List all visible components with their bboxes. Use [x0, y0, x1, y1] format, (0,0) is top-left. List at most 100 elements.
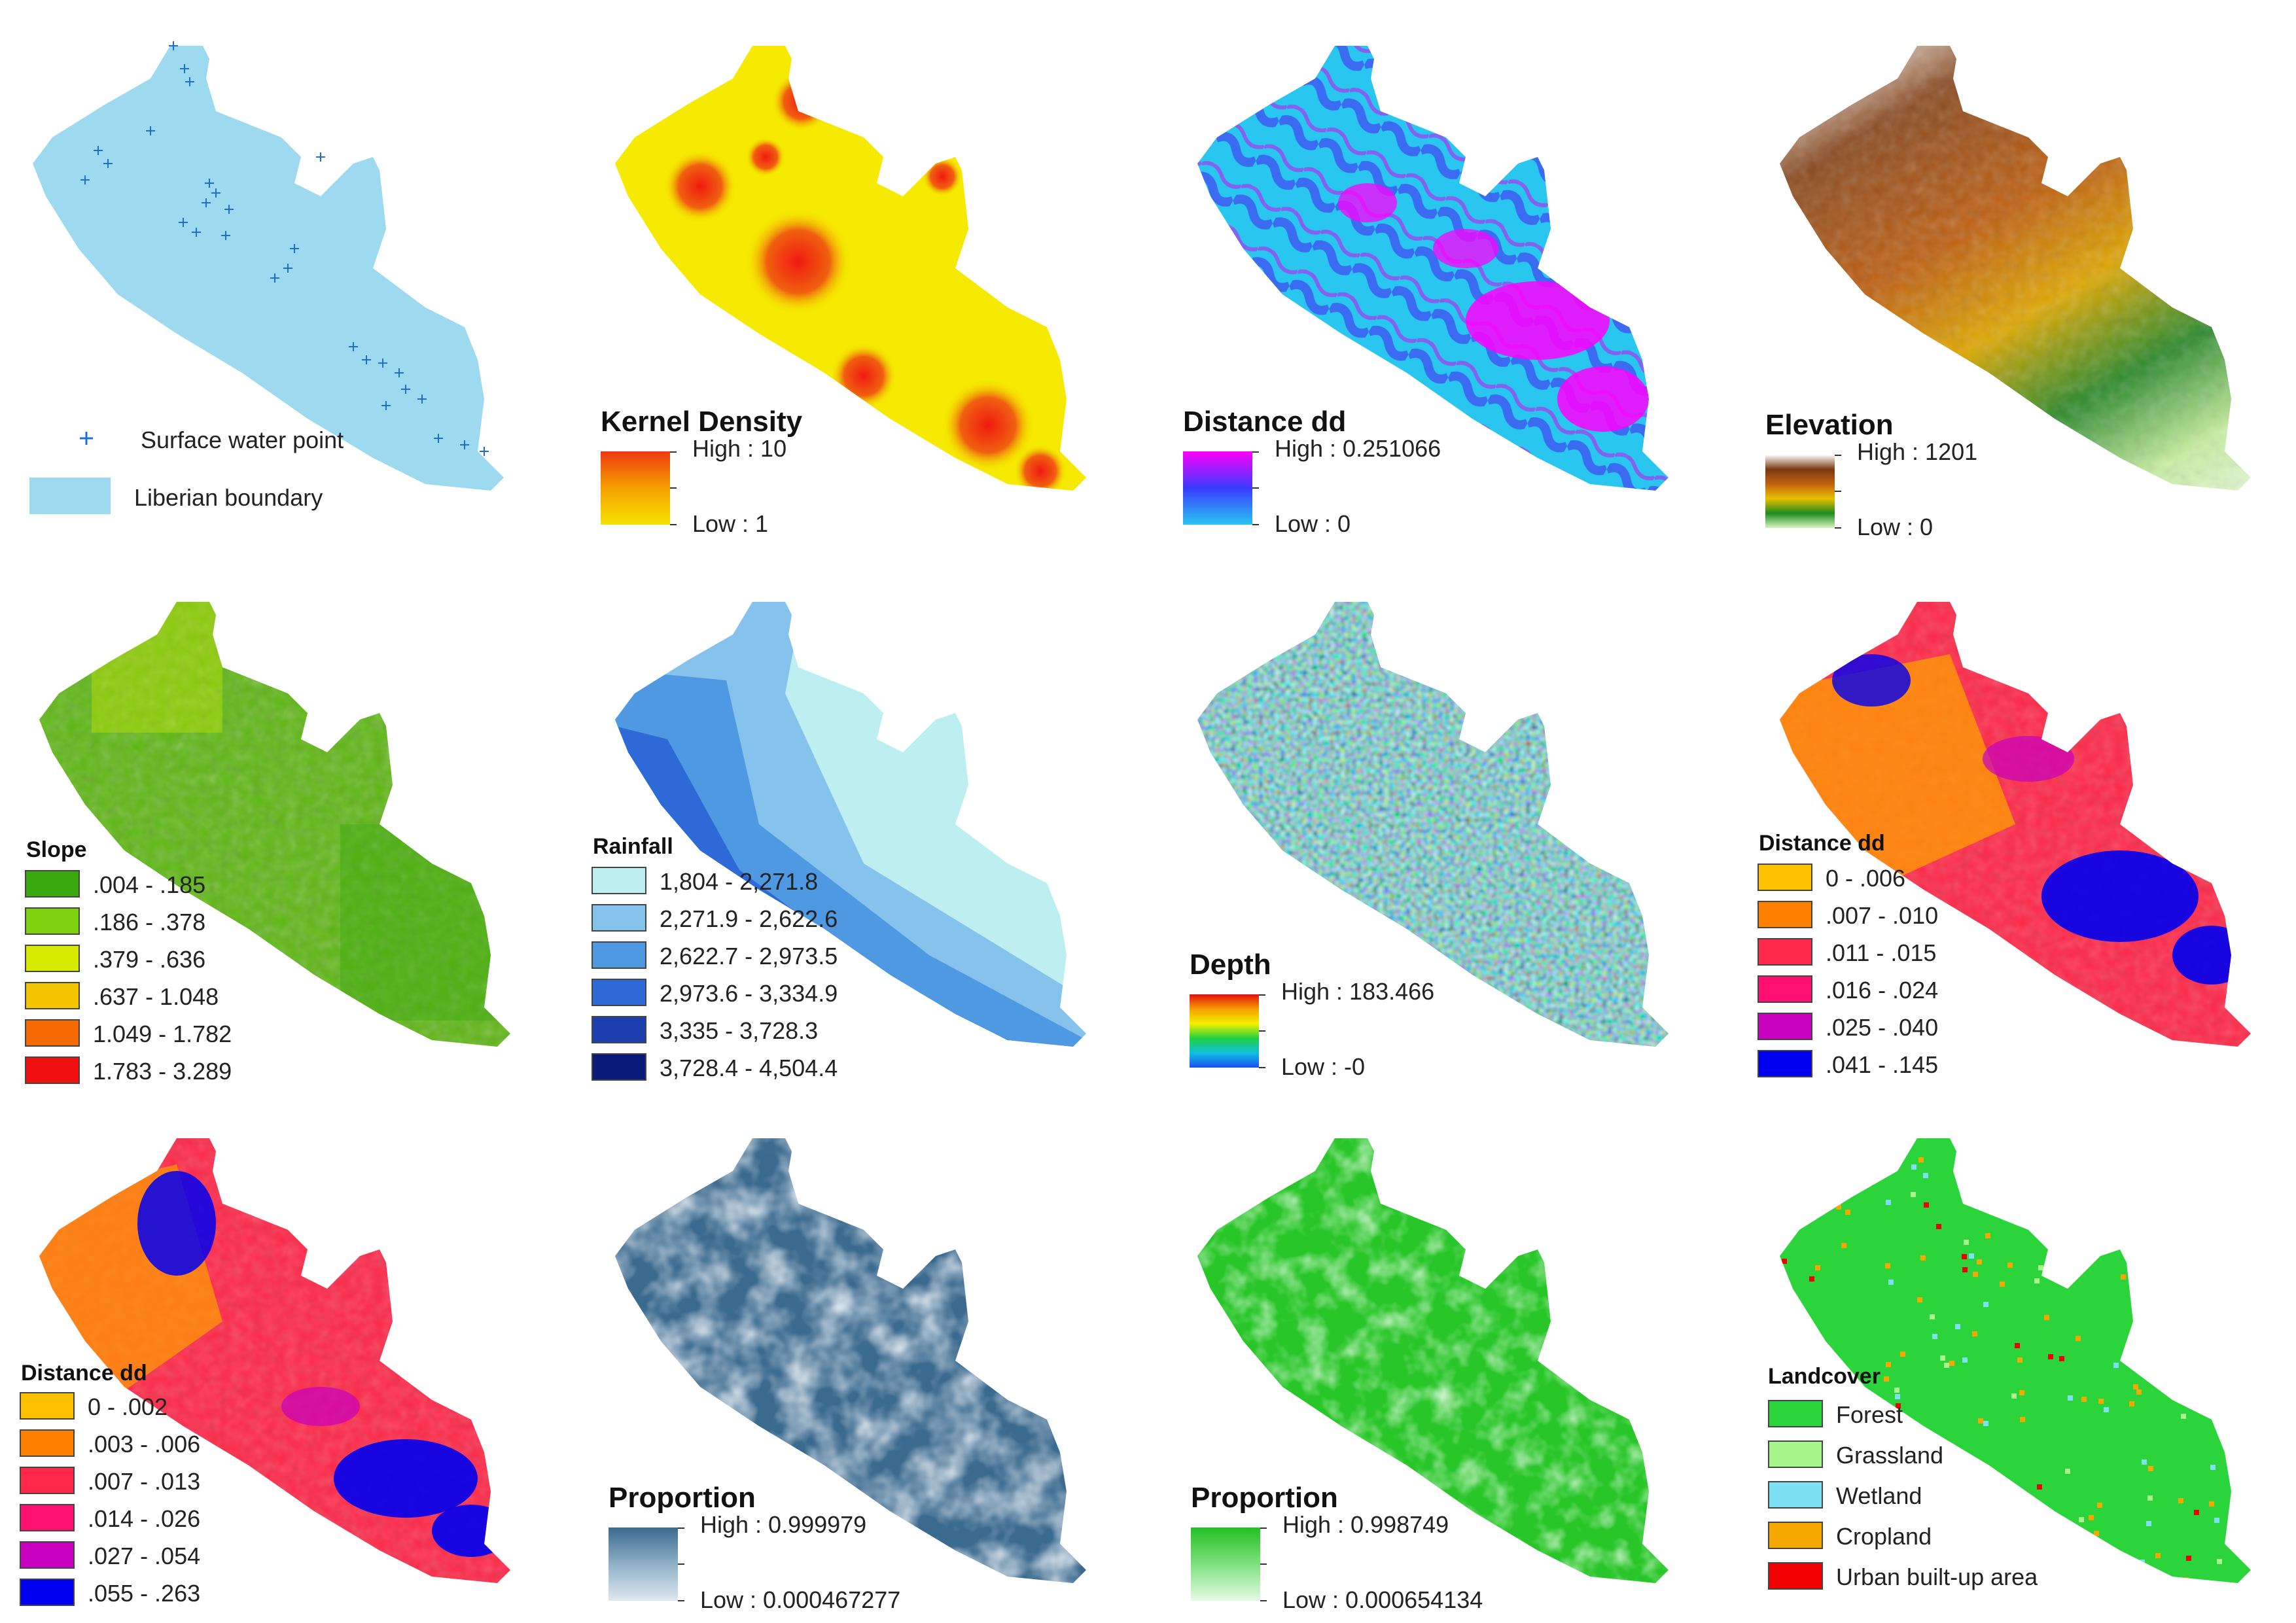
legend-swatch — [592, 1053, 646, 1081]
tick-mid — [1259, 1030, 1265, 1032]
legend-title-distance-continuous: Distance dd — [1183, 406, 1347, 438]
landcover-speck — [1848, 1147, 1854, 1153]
legend-class-row: Forest — [1768, 1400, 2161, 1433]
legend-item-surface-water-point: Surface water point — [33, 425, 425, 458]
legend-swatch — [20, 1392, 75, 1420]
legend-swatch — [1757, 864, 1812, 891]
landcover-speck — [2017, 1357, 2022, 1363]
legend-title-distance-classes-b: Distance dd — [21, 1361, 147, 1386]
landcover-speck — [1977, 1259, 1982, 1265]
landcover-speck — [1983, 1302, 1988, 1307]
map-surface-water — [33, 41, 504, 491]
legend-label-liberian-boundary: Liberian boundary — [134, 484, 323, 511]
legend-swatch — [25, 870, 80, 898]
map-rainfall — [615, 602, 1086, 1047]
landcover-speck — [2133, 1154, 2138, 1159]
legend-class-row: .027 - .054 — [20, 1541, 412, 1574]
landcover-speck — [2102, 1242, 2107, 1247]
legend-class-label: Cropland — [1836, 1523, 1932, 1550]
landcover-speck — [2075, 1336, 2081, 1341]
landcover-speck — [2153, 1213, 2159, 1219]
legend-class-row: .007 - .010 — [1757, 901, 2150, 934]
landcover-speck — [2174, 1162, 2180, 1167]
panel-rainfall: Rainfall 1,804 - 2,271.8 2,271.9 - 2,622.… — [589, 589, 1099, 1099]
panel-slope: Slope .004 - .185 .186 - .378 .379 - .636.… — [13, 589, 523, 1099]
legend-high-elevation: High : 1201 — [1857, 438, 1978, 465]
legend-swatch — [1757, 1013, 1812, 1040]
landcover-speck — [1872, 1151, 1877, 1157]
panel-distance-classes-a: Distance dd 0 - .006 .007 - .010 .011 - .0… — [1754, 589, 2277, 1099]
landcover-speck — [1917, 1297, 1922, 1302]
legend-class-label: Grassland — [1836, 1442, 1944, 1469]
landcover-speck — [2047, 1205, 2053, 1210]
legend-low-proportion-blue: Low : 0.000467277 — [700, 1586, 901, 1613]
legend-swatch — [20, 1541, 75, 1569]
landcover-speck — [2129, 1401, 2134, 1406]
landcover-speck — [1998, 1156, 2003, 1161]
landcover-speck — [2087, 1259, 2093, 1264]
landcover-speck — [2020, 1417, 2025, 1422]
legend-class-row: .379 - .636 — [25, 945, 417, 977]
panel-landcover: Landcover Forest Grassland Wetland Cropland… — [1754, 1125, 2277, 1622]
landcover-speck — [2019, 1390, 2024, 1395]
legend-class-label: .055 - .263 — [88, 1580, 201, 1607]
landcover-speck — [2097, 1503, 2102, 1508]
tick-high — [678, 1527, 684, 1529]
landcover-speck — [1845, 1555, 1850, 1560]
landcover-speck — [2147, 1495, 2153, 1501]
map-landcover — [1758, 1133, 2251, 1583]
legend-class-row: .011 - .015 — [1757, 938, 2150, 971]
legend-swatch — [1757, 975, 1812, 1003]
landcover-speck — [2199, 1343, 2204, 1348]
landcover-speck — [1998, 1133, 2004, 1138]
landcover-speck — [2146, 1138, 2151, 1141]
landcover-speck — [2133, 1384, 2138, 1389]
map-depth — [1197, 602, 1669, 1047]
legend-class-label: 1.049 - 1.782 — [93, 1021, 232, 1047]
landcover-speck — [1932, 1334, 1937, 1339]
legend-class-label: .637 - 1.048 — [93, 983, 219, 1010]
gradient-ramp-proportion-blue — [609, 1527, 678, 1601]
landcover-speck — [2113, 1363, 2119, 1368]
legend-swatch — [25, 945, 80, 972]
panel-distance-classes-b: Distance dd 0 - .002 .003 - .006 .007 - .0… — [13, 1125, 523, 1622]
landcover-speck — [1763, 1189, 1768, 1195]
landcover-speck — [2083, 1253, 2088, 1259]
landcover-speck — [2155, 1553, 2161, 1558]
surface-water-point-markers — [80, 41, 489, 456]
landcover-speck — [1922, 1554, 1928, 1560]
legend-class-label: .014 - .026 — [88, 1505, 201, 1532]
landcover-speck — [2164, 1225, 2170, 1230]
landcover-speck — [1894, 1387, 1899, 1393]
landcover-speck — [1782, 1259, 1787, 1264]
landcover-speck — [1903, 1513, 1908, 1518]
landcover-speck — [2159, 1274, 2164, 1280]
landcover-speck — [1793, 1161, 1799, 1166]
legend-label-surface-water-point: Surface water point — [141, 427, 344, 453]
landcover-speck — [1978, 1418, 1983, 1423]
legend-class-row: 2,271.9 - 2,622.6 — [592, 904, 984, 937]
panel-kernel-density: Kernel Density High : 10 Low : 1 — [589, 33, 1099, 543]
landcover-speck — [2104, 1407, 2109, 1412]
legend-high-kernel-density: High : 10 — [692, 435, 787, 462]
landcover-speck — [2178, 1498, 2183, 1503]
landcover-speck — [2040, 1235, 2045, 1240]
legend-high-proportion-blue: High : 0.999979 — [700, 1511, 867, 1538]
landcover-speck — [2168, 1340, 2174, 1346]
landcover-speck — [1969, 1253, 1974, 1259]
legend-class-row: .007 - .013 — [20, 1467, 412, 1499]
landcover-speck — [2187, 1138, 2193, 1140]
tick-mid — [678, 1563, 684, 1565]
legend-class-label: Wetland — [1836, 1482, 1922, 1509]
landcover-speck — [1836, 1204, 1841, 1210]
landcover-speck — [1962, 1267, 1968, 1272]
landcover-speck — [2194, 1265, 2199, 1270]
tick-high — [1259, 994, 1265, 996]
landcover-speck — [1758, 1541, 1763, 1546]
landcover-speck — [2209, 1501, 2214, 1507]
landcover-speck — [1939, 1473, 1944, 1478]
landcover-speck — [1918, 1157, 1924, 1162]
tick-high — [670, 451, 677, 453]
landcover-speck — [2077, 1554, 2083, 1559]
legend-class-label: 0 - .006 — [1826, 865, 1906, 892]
